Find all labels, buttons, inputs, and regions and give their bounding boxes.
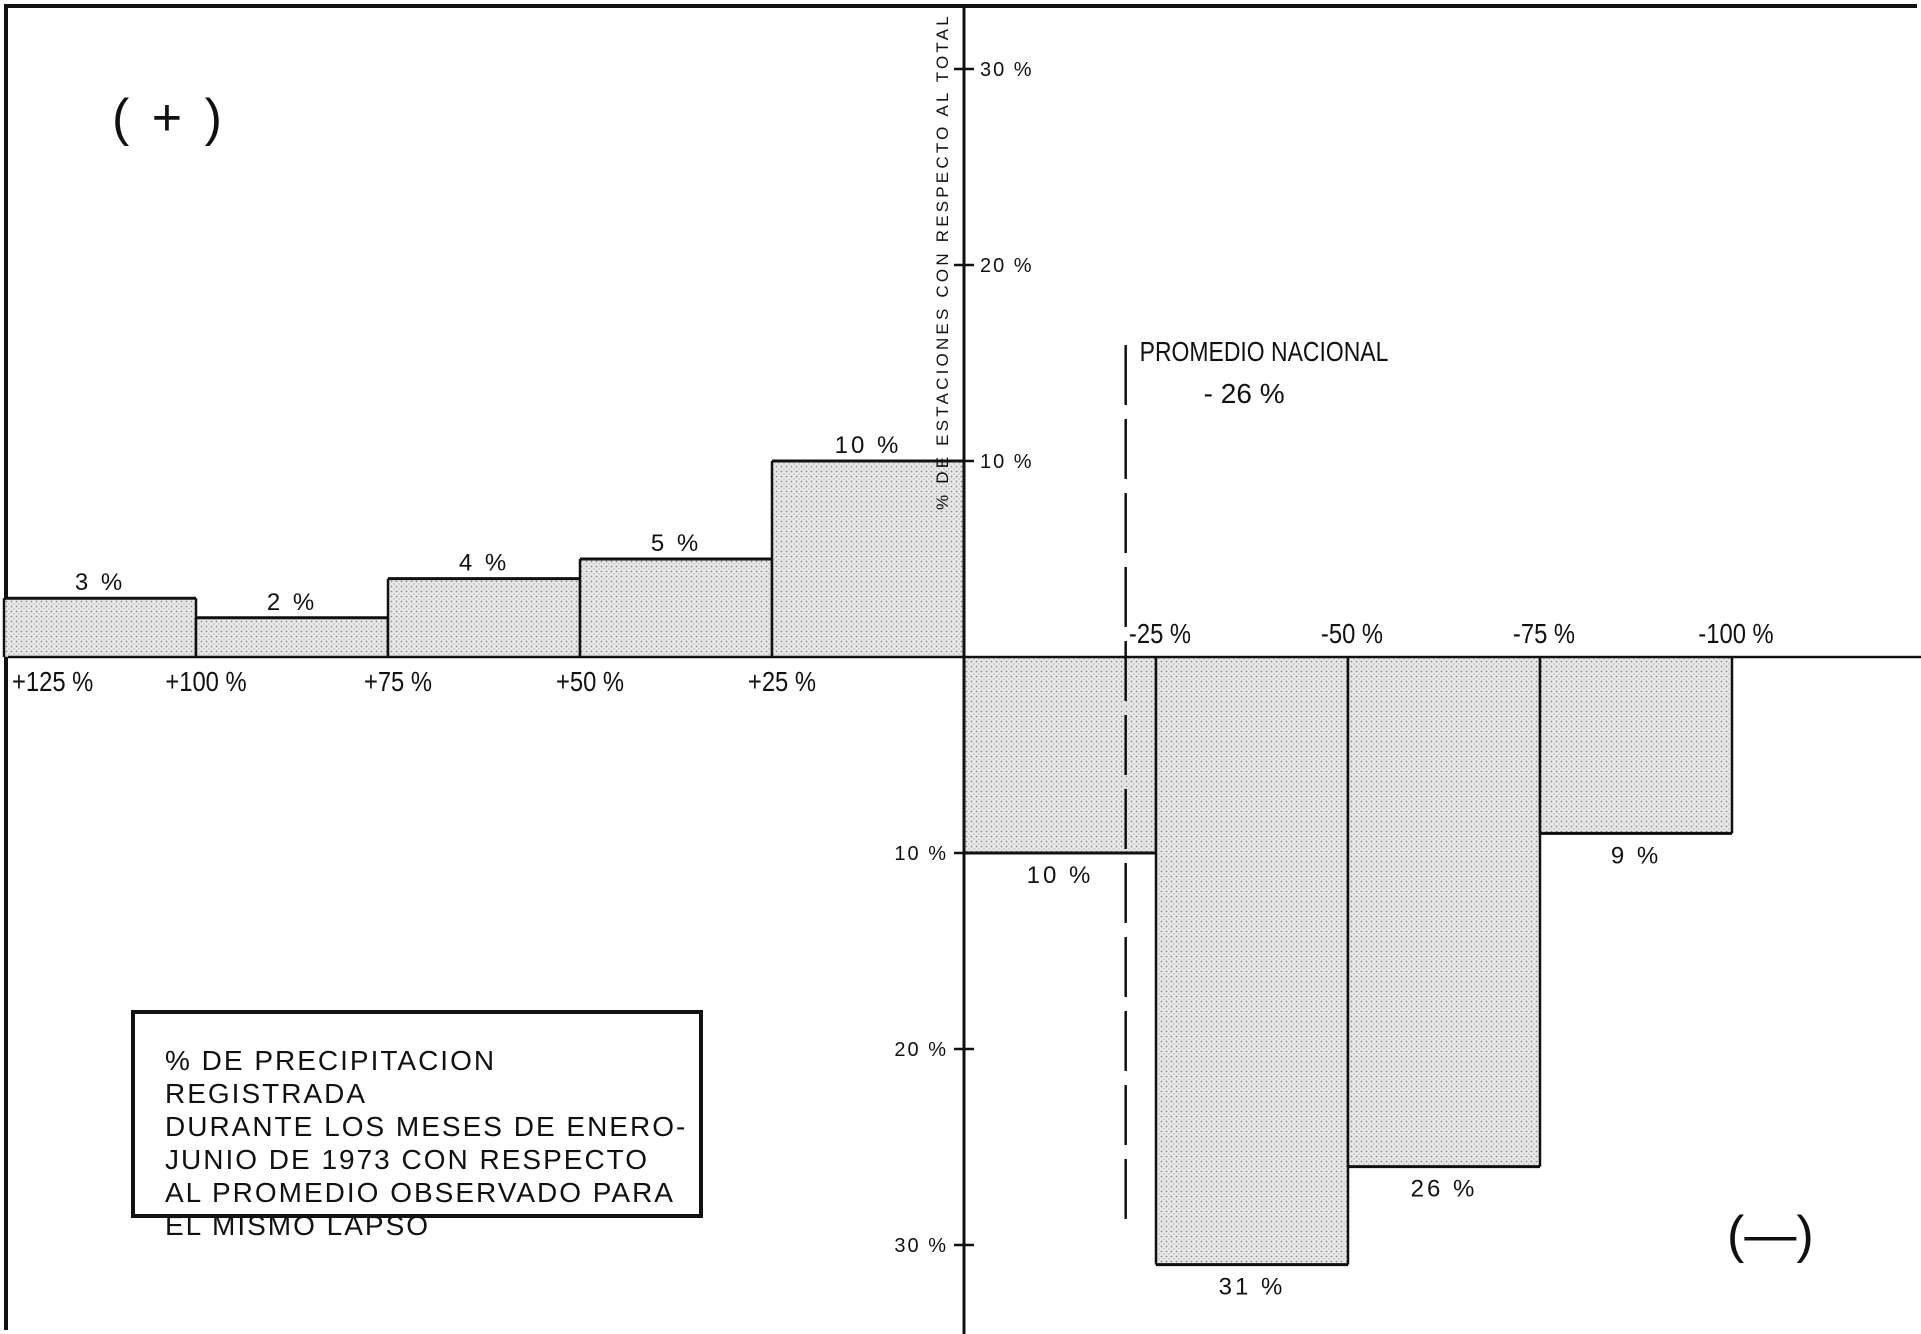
y-tick-label-1: 30 % — [980, 59, 1034, 81]
frame-left-border — [4, 4, 8, 1330]
y-tick-label-2: 20 % — [980, 255, 1034, 277]
bar-value-label-9: 9 % — [1611, 842, 1661, 869]
x-tick-label-neg-4: -100 % — [1698, 617, 1773, 649]
bar-1 — [4, 598, 196, 657]
y-axis-title: % DE ESTACIONES CON RESPECTO AL TOTAL — [933, 13, 952, 510]
bar-value-label-7: 31 % — [1219, 1274, 1286, 1301]
negative-marker: (—) — [1727, 1206, 1814, 1264]
y-tick-label-4: 10 % — [894, 843, 948, 865]
bar-value-label-3: 4 % — [459, 550, 509, 577]
x-tick-label-neg-3: -75 % — [1513, 617, 1575, 649]
bar-value-label-1: 3 % — [75, 569, 125, 596]
bar-8 — [1348, 657, 1540, 1167]
y-tick-label-5: 20 % — [894, 1039, 948, 1061]
bar-2 — [196, 617, 388, 657]
x-tick-label-pos-4: +50 % — [556, 665, 624, 697]
frame-top-border — [4, 4, 1917, 8]
positive-marker: ( + ) — [112, 89, 226, 147]
legend-box: % DE PRECIPITACION REGISTRADA DURANTE LO… — [131, 1010, 703, 1241]
bar-value-label-8: 26 % — [1411, 1176, 1478, 1203]
bar-6 — [964, 657, 1156, 853]
x-tick-label-pos-5: +25 % — [748, 665, 816, 697]
y-tick-label-3: 10 % — [980, 451, 1034, 473]
bar-3 — [388, 578, 580, 657]
bar-4 — [580, 559, 772, 657]
x-tick-label-pos-1: +125 % — [12, 665, 93, 697]
bar-5 — [772, 461, 964, 657]
y-tick-label-6: 30 % — [894, 1235, 948, 1257]
x-tick-label-neg-1: -25 % — [1129, 617, 1191, 649]
x-tick-label-pos-2: +100 % — [165, 665, 246, 697]
reference-label: PROMEDIO NACIONAL — [1140, 337, 1389, 368]
bar-value-label-5: 10 % — [835, 432, 902, 459]
bar-value-label-6: 10 % — [1027, 862, 1094, 889]
reference-value-label: - 26 % — [1204, 378, 1285, 409]
bar-7 — [1156, 657, 1348, 1265]
x-tick-label-neg-2: -50 % — [1321, 617, 1383, 649]
x-tick-label-pos-3: +75 % — [364, 665, 432, 697]
bar-value-label-4: 5 % — [651, 530, 701, 557]
bar-value-label-2: 2 % — [267, 589, 317, 616]
bar-9 — [1540, 657, 1732, 834]
